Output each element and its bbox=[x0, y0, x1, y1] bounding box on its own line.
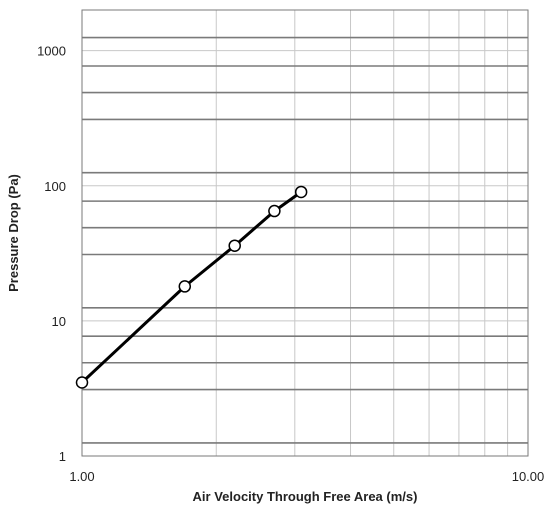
data-point bbox=[268, 204, 281, 218]
x-tick-label: 1.00 bbox=[69, 469, 94, 484]
data-point bbox=[75, 376, 89, 389]
x-axis-title: Air Velocity Through Free Area (m/s) bbox=[193, 489, 418, 504]
y-tick-label: 100 bbox=[44, 179, 66, 194]
y-tick-label: 10 bbox=[52, 314, 66, 329]
data-point bbox=[294, 185, 308, 199]
grid-layer bbox=[82, 10, 528, 457]
axis-labels: 1 10 100 1000 1.00 10.00 bbox=[37, 44, 544, 484]
data-point bbox=[178, 280, 192, 293]
data-point bbox=[228, 239, 241, 252]
y-axis-title: Pressure Drop (Pa) bbox=[6, 174, 21, 292]
y-tick-label: 1000 bbox=[37, 44, 66, 59]
x-tick-label: 10.00 bbox=[512, 469, 545, 484]
y-tick-label: 1 bbox=[59, 449, 66, 464]
plot-frame bbox=[81, 9, 529, 457]
series-layer bbox=[75, 185, 308, 389]
series-line bbox=[80, 190, 302, 384]
